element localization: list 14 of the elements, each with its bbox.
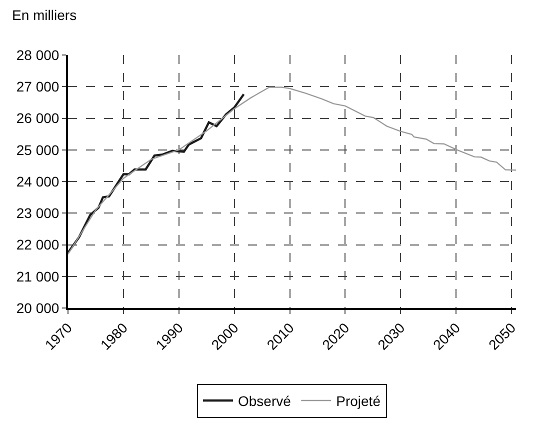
legend-label: Projeté [336,392,381,409]
legend-label: Observé [238,392,292,409]
y-tick-label: 27 000 [16,78,60,95]
line-series [68,86,516,255]
y-tick-label: 23 000 [16,205,60,222]
y-tick-label: 28 000 [16,46,60,63]
y-tick-label: 24 000 [16,173,60,190]
line-series [68,93,245,254]
y-axis-title: En milliers [12,7,77,23]
y-tick-label: 20 000 [16,300,60,316]
y-tick-label: 26 000 [16,110,60,126]
y-tick-label: 21 000 [16,268,60,284]
y-tick-label: 22 000 [16,236,60,253]
y-tick-label: 25 000 [16,142,60,158]
